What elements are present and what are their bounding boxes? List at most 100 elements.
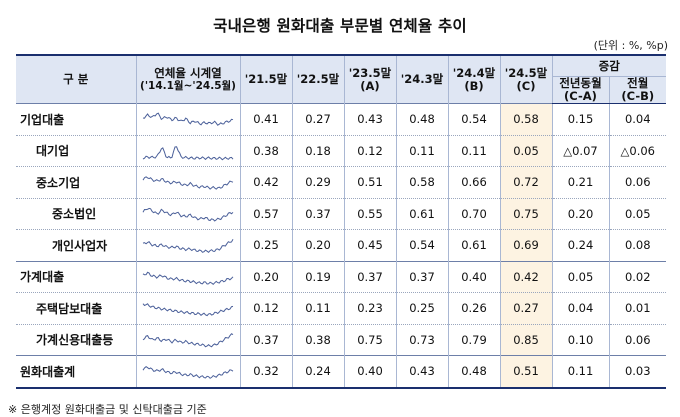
cell-yoy: 0.04: [551, 292, 609, 325]
cell-2105: 0.38: [239, 135, 292, 167]
cell-2403: 0.11: [395, 135, 448, 167]
cell-mom: 0.08: [608, 229, 667, 262]
table-row: 대기업 0.38 0.18 0.12 0.11 0.11 0.05 △0.07 △0.06: [16, 135, 667, 167]
sparkline: [142, 176, 234, 191]
sparkline-cell: [135, 198, 240, 230]
sparkline-path: [142, 207, 234, 222]
cell-2404: 0.26: [447, 292, 500, 325]
sparkline-path: [142, 146, 234, 161]
cell-2404: 0.11: [447, 135, 500, 167]
cell-2403: 0.25: [395, 292, 448, 325]
sparkline-path: [142, 366, 234, 380]
header-mom-code: (C-B): [621, 89, 655, 103]
header-yoy-code: (C-A): [564, 89, 597, 103]
cell-2405: 0.51: [499, 355, 552, 389]
row-label: 가계대출: [16, 260, 136, 293]
header-col-2305-label: '23.5말: [348, 65, 392, 80]
row-label: 대기업: [16, 135, 136, 167]
sparkline-path: [142, 176, 234, 191]
table-row: 가계대출 0.20 0.19 0.37 0.37 0.40 0.42 0.05 0.02: [16, 260, 667, 293]
sparkline: [142, 146, 234, 161]
sparkline-cell: [135, 166, 240, 199]
cell-2305: 0.45: [343, 229, 396, 262]
sparkline-path: [142, 112, 234, 127]
header-col-2305-code: (A): [360, 78, 380, 93]
cell-2105: 0.20: [239, 260, 292, 293]
cell-2305: 0.75: [343, 324, 396, 356]
cell-2305: 0.55: [343, 198, 396, 230]
cell-2105: 0.32: [239, 355, 292, 389]
row-label: 주택담보대출: [16, 292, 136, 325]
sparkline-cell: [135, 292, 240, 325]
cell-yoy: 0.15: [551, 103, 609, 136]
cell-2403: 0.58: [395, 166, 448, 199]
sparkline-cell: [135, 135, 240, 167]
cell-mom: 0.01: [608, 292, 667, 325]
cell-2105: 0.12: [239, 292, 292, 325]
cell-2105: 0.41: [239, 103, 292, 136]
cell-2404: 0.70: [447, 198, 500, 230]
cell-2405: 0.75: [499, 198, 552, 230]
cell-2405: 0.27: [499, 292, 552, 325]
cell-yoy: 0.05: [551, 260, 609, 293]
header-category: 구 분: [16, 54, 136, 104]
cell-2305: 0.37: [343, 260, 396, 293]
cell-2205: 0.29: [291, 166, 344, 199]
cell-2405: 0.69: [499, 229, 552, 262]
sparkline-cell: [135, 260, 240, 293]
header-col-2404: '24.4말 (B): [447, 54, 500, 104]
sparkline: [142, 271, 234, 285]
cell-2403: 0.61: [395, 198, 448, 230]
cell-2405: 0.72: [499, 166, 552, 199]
cell-yoy: 0.10: [551, 324, 609, 356]
footnote: ※ 은행계정 원화대출금 및 신탁대출금 기준: [8, 403, 207, 416]
table-row: 가계신용대출등 0.37 0.38 0.75 0.73 0.79 0.85 0.10 0.06: [16, 324, 667, 356]
cell-2205: 0.27: [291, 103, 344, 136]
cell-2404: 0.48: [447, 355, 500, 389]
cell-yoy: 0.21: [551, 166, 609, 199]
cell-2205: 0.20: [291, 229, 344, 262]
cell-2405: 0.58: [499, 103, 552, 136]
sparkline-path: [142, 303, 234, 317]
cell-2405: 0.05: [499, 135, 552, 167]
cell-2404: 0.40: [447, 260, 500, 293]
sparkline-cell: [135, 324, 240, 356]
header-col-2105: '21.5말: [239, 54, 292, 104]
cell-mom: 0.05: [608, 198, 667, 230]
cell-yoy: 0.20: [551, 198, 609, 230]
cell-2404: 0.61: [447, 229, 500, 262]
cell-2105: 0.57: [239, 198, 292, 230]
cell-2205: 0.18: [291, 135, 344, 167]
row-label: 중소기업: [16, 166, 136, 199]
sparkline: [142, 332, 234, 348]
header-sparkline-period: ('14.1월~'24.5월): [140, 79, 236, 92]
cell-2305: 0.12: [343, 135, 396, 167]
header-col-2205: '22.5말: [291, 54, 344, 104]
cell-2405: 0.85: [499, 324, 552, 356]
cell-2404: 0.66: [447, 166, 500, 199]
cell-2205: 0.24: [291, 355, 344, 389]
delinquency-table: 구 분 연체율 시계열 ('14.1월~'24.5월) '21.5말 '22.5…: [16, 54, 667, 389]
sparkline: [142, 366, 234, 380]
sparkline: [142, 112, 234, 127]
cell-2403: 0.37: [395, 260, 448, 293]
cell-mom: 0.06: [608, 166, 667, 199]
row-label: 중소법인: [16, 198, 136, 230]
cell-mom: △0.06: [608, 135, 667, 167]
cell-2404: 0.79: [447, 324, 500, 356]
sparkline-cell: [135, 103, 240, 136]
cell-2205: 0.37: [291, 198, 344, 230]
table-row: 중소기업 0.42 0.29 0.51 0.58 0.66 0.72 0.21 0.06: [16, 166, 667, 199]
header-yoy-label: 전년동월: [559, 76, 602, 90]
table-row: 기업대출 0.41 0.27 0.43 0.48 0.54 0.58 0.15 0.04: [16, 103, 667, 136]
row-label: 개인사업자: [16, 229, 136, 262]
sparkline: [142, 303, 234, 317]
cell-mom: 0.04: [608, 103, 667, 136]
cell-2105: 0.25: [239, 229, 292, 262]
cell-2403: 0.48: [395, 103, 448, 136]
cell-2403: 0.54: [395, 229, 448, 262]
table-row: 중소법인 0.57 0.37 0.55 0.61 0.70 0.75 0.20 0.05: [16, 198, 667, 230]
header-sparkline: 연체율 시계열 ('14.1월~'24.5월): [135, 54, 240, 104]
sparkline: [142, 239, 234, 254]
sparkline-cell: [135, 355, 240, 389]
